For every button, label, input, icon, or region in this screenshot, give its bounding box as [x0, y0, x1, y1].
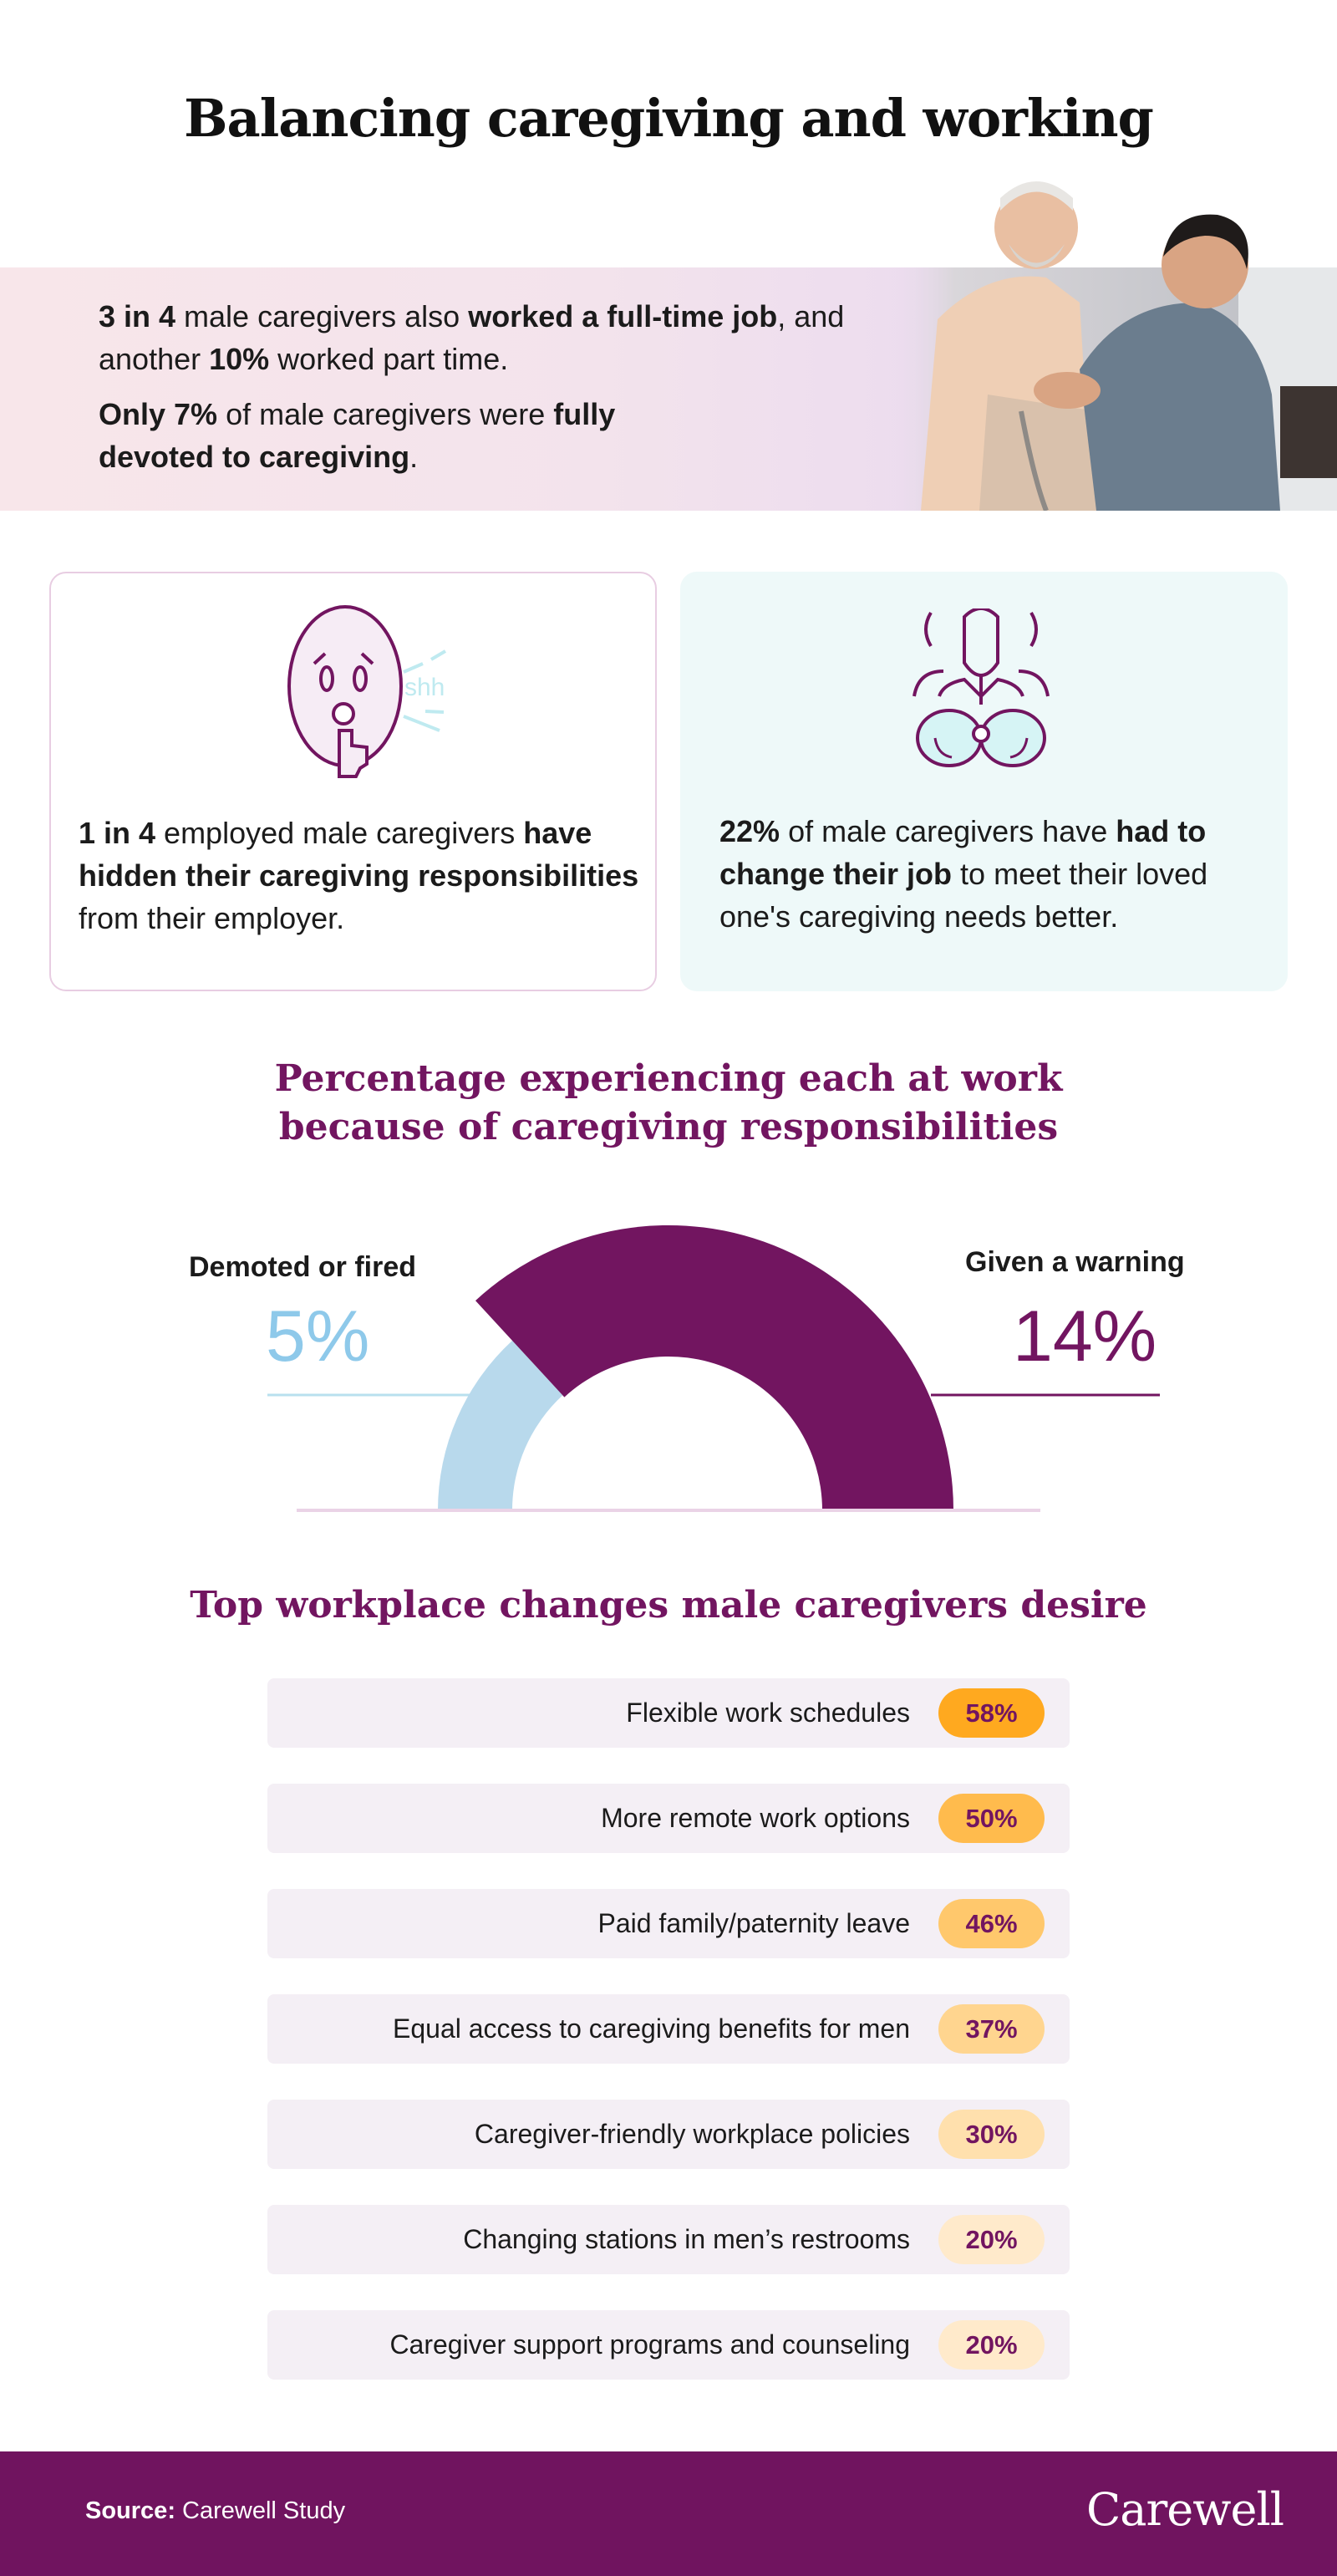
stat-text-changed-job: 22% of male caregivers have had to chang…: [719, 814, 1208, 934]
workplace-change-row: Flexible work schedules 58%: [267, 1678, 1070, 1748]
gauge-chart-title: Percentage experiencing each at work bec…: [274, 1057, 1063, 1148]
caregiver-photo: [887, 181, 1337, 511]
workplace-change-label: Paid family/paternity leave: [597, 1908, 910, 1938]
stat-text-hidden-responsibilities: 1 in 4 employed male caregivers have hid…: [79, 816, 639, 935]
footer: Source: Carewell Study Carewell: [0, 2451, 1337, 2576]
workplace-change-label: Changing stations in men’s restrooms: [463, 2224, 910, 2254]
banner-stat-full-time-caregiving: Only 7% of male caregivers were fully de…: [99, 397, 616, 474]
workplace-change-label: Equal access to caregiving benefits for …: [393, 2013, 910, 2044]
carewell-logo: Carewell: [1085, 2483, 1284, 2536]
workplace-change-row: Paid family/paternity leave 46%: [267, 1889, 1070, 1958]
shush-face-icon: shh: [287, 605, 447, 778]
workplace-change-percent-pill: 50%: [938, 1794, 1045, 1843]
gauge-value-demoted: 5%: [266, 1296, 370, 1377]
workplace-change-percent-pill: 46%: [938, 1899, 1045, 1948]
shh-text: shh: [404, 674, 445, 701]
workplace-change-row: Caregiver support programs and counselin…: [267, 2310, 1070, 2380]
workplace-change-row: More remote work options 50%: [267, 1784, 1070, 1853]
workplace-change-percent-pill: 20%: [938, 2320, 1045, 2370]
gauge-value-warning: 14%: [1013, 1296, 1157, 1377]
gauge-label-warning: Given a warning: [965, 1246, 1185, 1278]
stat-card-changed-job: 22% of male caregivers have had to chang…: [680, 572, 1288, 991]
banner-stat-employment: 3 in 4 male caregivers also worked a ful…: [99, 299, 845, 376]
spy-binoculars-icon: [913, 608, 1050, 767]
gauge-segment-demoted: [437, 1340, 563, 1510]
workplace-change-percent-pill: 30%: [938, 2110, 1045, 2159]
gauge-label-demoted: Demoted or fired: [189, 1251, 417, 1283]
workplace-change-label: Flexible work schedules: [626, 1698, 910, 1728]
workplace-change-label: More remote work options: [601, 1803, 910, 1833]
workplace-change-row: Equal access to caregiving benefits for …: [267, 1994, 1070, 2064]
workplace-changes-title: Top workplace changes male caregivers de…: [190, 1584, 1147, 1627]
gauge-chart: [267, 1224, 1160, 1512]
workplace-change-label: Caregiver-friendly workplace policies: [474, 2119, 910, 2149]
gauge-segment-warning: [475, 1224, 953, 1510]
stat-card-hidden-responsibilities: shh 1 in 4 employed male caregivers have…: [49, 572, 657, 991]
workplace-change-row: Changing stations in men’s restrooms 20%: [267, 2205, 1070, 2274]
workplace-change-percent-pill: 58%: [938, 1688, 1045, 1738]
page-title: Balancing caregiving and working: [184, 88, 1154, 149]
workplace-change-row: Caregiver-friendly workplace policies 30%: [267, 2100, 1070, 2169]
workplace-change-percent-pill: 20%: [938, 2215, 1045, 2264]
workplace-change-percent-pill: 37%: [938, 2004, 1045, 2054]
workplace-change-label: Caregiver support programs and counselin…: [389, 2329, 910, 2360]
source-citation: Source: Carewell Study: [85, 2497, 346, 2524]
